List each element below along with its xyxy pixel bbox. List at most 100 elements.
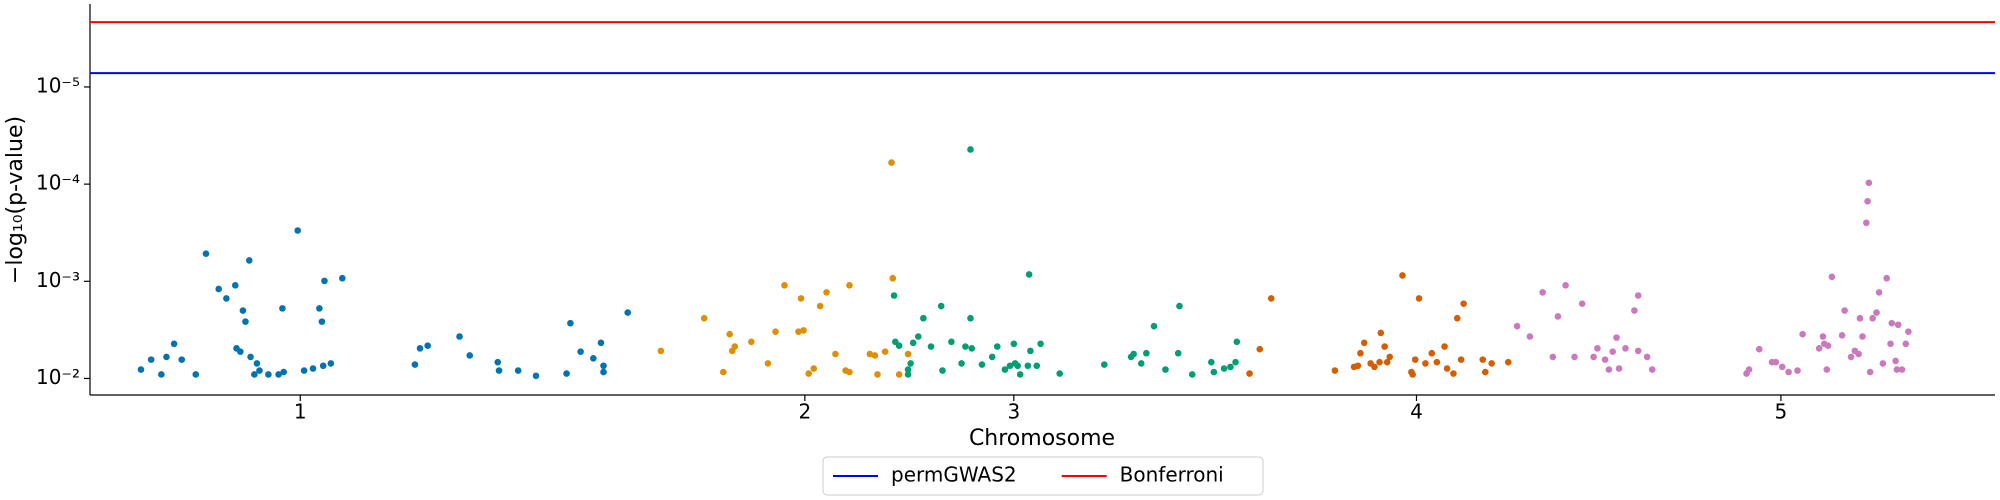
point	[1605, 366, 1613, 373]
point	[1256, 345, 1264, 353]
point	[1856, 314, 1864, 322]
point	[1863, 219, 1870, 227]
point	[1571, 353, 1578, 361]
point	[700, 314, 708, 322]
y-tick-label: 10⁻⁴	[36, 171, 80, 195]
point	[1875, 289, 1883, 296]
x-tick-label: 5	[1775, 400, 1788, 424]
point	[1354, 362, 1362, 370]
point	[1433, 358, 1441, 366]
point	[978, 361, 986, 368]
point	[866, 350, 874, 358]
point	[265, 371, 272, 378]
point	[1188, 371, 1196, 378]
point	[748, 338, 755, 346]
point	[895, 342, 903, 349]
point	[1409, 371, 1416, 378]
point	[321, 277, 328, 285]
point	[567, 319, 574, 327]
point	[1841, 307, 1848, 314]
legend-box	[822, 456, 1264, 496]
legend-label: Bonferroni	[1120, 463, 1224, 487]
point	[1386, 353, 1394, 361]
point	[1504, 358, 1512, 366]
point	[1383, 358, 1391, 366]
point	[1025, 271, 1033, 278]
point	[275, 371, 282, 378]
point	[1006, 362, 1014, 370]
point	[1873, 309, 1880, 316]
point	[1482, 368, 1489, 376]
point	[1056, 370, 1064, 377]
legend-label: permGWAS2	[891, 463, 1017, 487]
point	[1014, 362, 1021, 370]
point	[1176, 302, 1183, 310]
point	[1232, 358, 1239, 366]
point	[1815, 345, 1823, 352]
point	[1823, 366, 1831, 373]
point	[466, 352, 474, 359]
point	[1905, 328, 1912, 335]
point	[1865, 179, 1873, 187]
point	[251, 371, 258, 378]
point	[1457, 356, 1465, 363]
point	[795, 328, 802, 335]
point	[1794, 367, 1801, 374]
point	[1549, 353, 1557, 361]
point	[202, 250, 210, 257]
point	[1210, 368, 1218, 376]
point	[1855, 350, 1862, 358]
point	[600, 362, 607, 370]
point	[1227, 363, 1234, 371]
point	[1479, 356, 1487, 363]
point	[600, 368, 607, 376]
point	[1799, 330, 1806, 338]
point	[1894, 321, 1902, 329]
point	[1150, 322, 1158, 330]
point	[1615, 365, 1623, 372]
point	[772, 328, 779, 335]
point	[1526, 333, 1534, 340]
point	[279, 305, 286, 312]
point	[1539, 289, 1546, 296]
point	[889, 274, 897, 282]
point	[1887, 340, 1894, 348]
point	[411, 361, 419, 368]
point	[874, 371, 881, 378]
point	[920, 314, 927, 322]
point	[909, 339, 917, 347]
point	[1892, 357, 1899, 365]
point	[1441, 343, 1448, 350]
point	[309, 365, 317, 372]
point	[327, 360, 335, 367]
point	[1101, 361, 1108, 368]
point	[937, 302, 945, 310]
point	[247, 353, 254, 361]
point	[1902, 340, 1910, 348]
point	[1634, 292, 1642, 299]
point	[1622, 345, 1629, 352]
point	[832, 350, 839, 358]
point	[1613, 334, 1620, 341]
point	[1399, 272, 1406, 279]
point	[805, 370, 812, 377]
point	[1246, 370, 1253, 377]
point	[871, 352, 879, 359]
point	[1879, 360, 1887, 367]
point	[967, 146, 974, 153]
point	[1594, 345, 1601, 352]
point	[993, 343, 1001, 350]
point	[1381, 343, 1388, 350]
point	[319, 362, 327, 370]
point	[720, 368, 727, 376]
point	[797, 295, 805, 302]
point	[967, 314, 974, 322]
point	[846, 282, 853, 289]
point	[242, 318, 249, 325]
point	[904, 366, 912, 373]
point	[1578, 300, 1586, 307]
y-tick-label: 10⁻³	[36, 268, 80, 292]
point	[137, 366, 145, 373]
point	[416, 345, 424, 352]
point	[781, 282, 788, 289]
